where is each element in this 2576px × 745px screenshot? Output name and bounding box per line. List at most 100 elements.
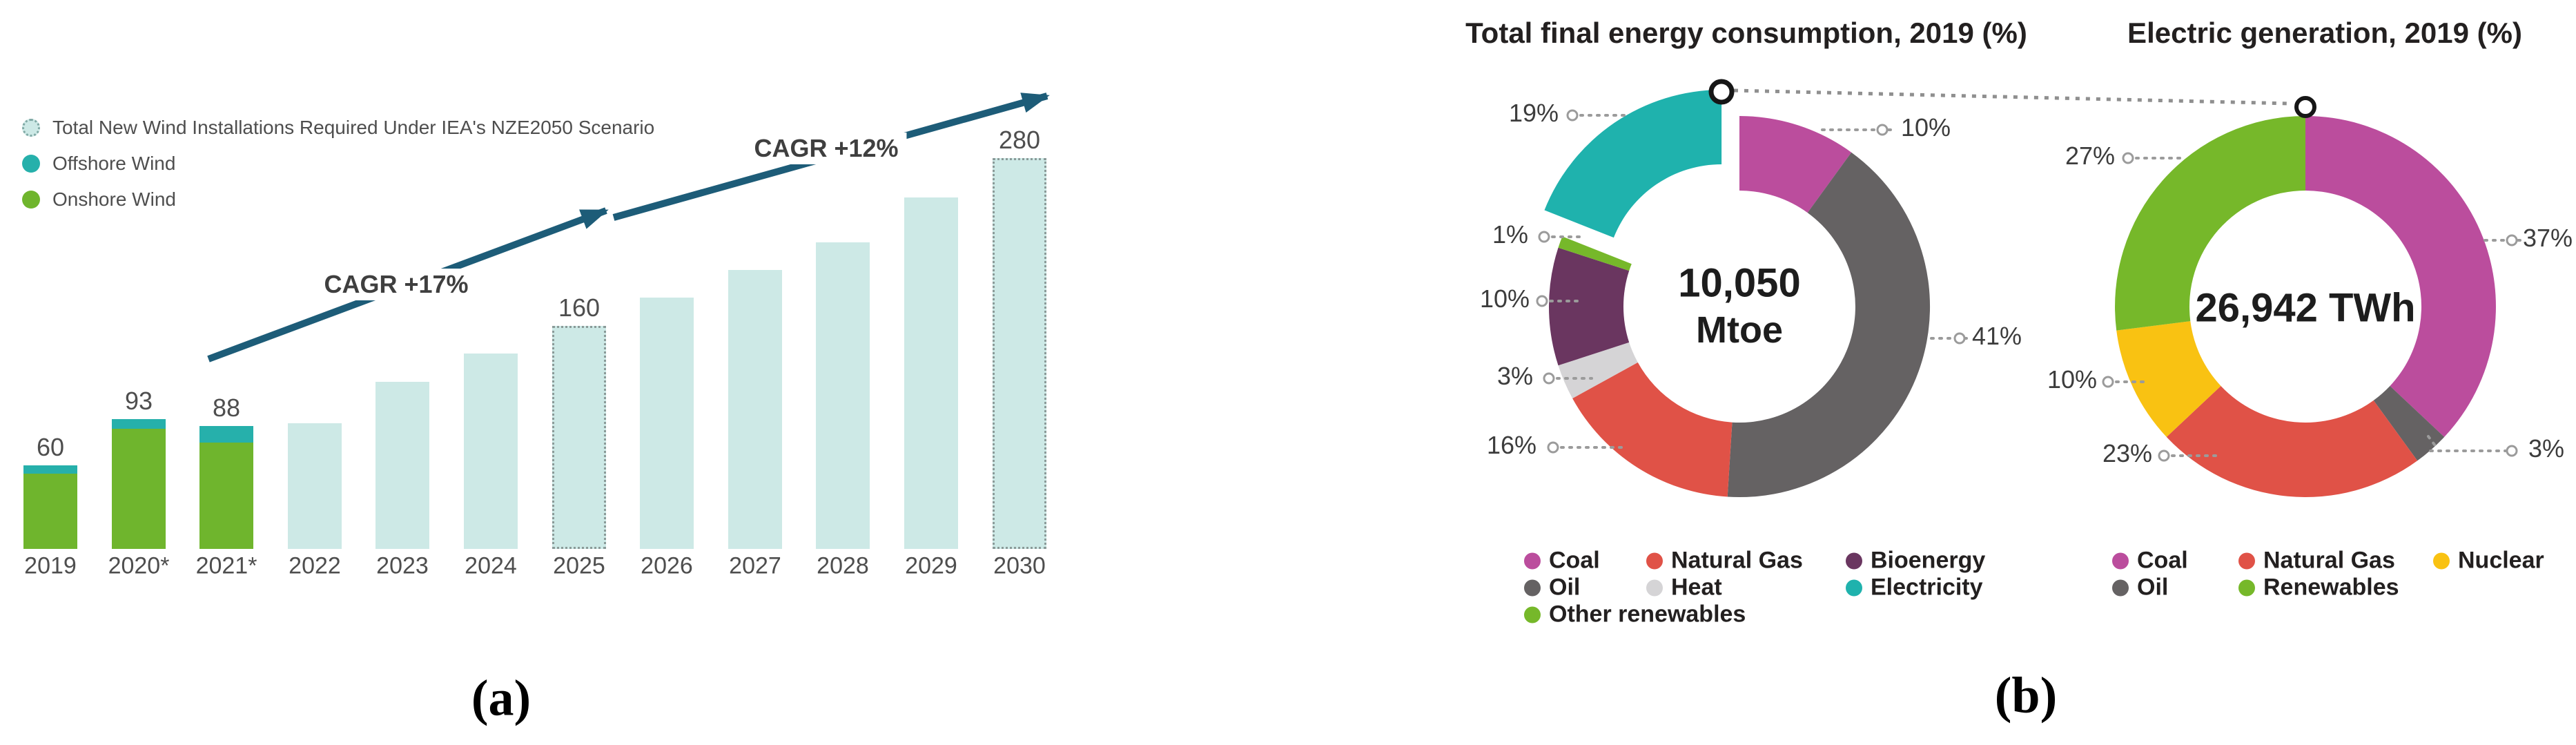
x-tick-2022: 2022 [289, 552, 341, 579]
legend-swatch-icon [1524, 606, 1541, 623]
donut1-center-value: 10,050 [1678, 260, 1801, 306]
leader-endpoint-icon [1538, 231, 1550, 243]
x-tick-2028: 2028 [817, 552, 869, 579]
donut-labels-layer: 19% 10% 41% 1% 10% 3% 16% 27% 37% 3% 23% 10% [1480, 0, 2576, 745]
bar-value-label-2025: 160 [558, 293, 601, 322]
panel-a-wind-installations: Total New Wind Installations Required Un… [22, 117, 1046, 727]
legend-swatch-icon [2238, 579, 2255, 596]
donut-title-electric-generation: Electric generation, 2019 (%) [2127, 17, 2522, 49]
bar-2022 [288, 423, 342, 549]
legend-item-other-renewables: Other renewables [1524, 601, 1746, 628]
legend-label: Natural Gas [2263, 547, 2395, 574]
panel-b-energy-donuts: Total final energy consumption, 2019 (%)… [1465, 0, 2576, 745]
bar-2020 [112, 419, 166, 549]
donut1-anchor-marker-icon [1708, 79, 1735, 105]
slice-label-natural-gas: 16% [1486, 431, 1537, 459]
donut1-center-unit: Mtoe [1696, 309, 1783, 351]
x-tick-2030: 2030 [993, 552, 1046, 579]
leader-endpoint-icon [1536, 295, 1548, 307]
leader-endpoint-icon [1566, 109, 1579, 122]
slice-label-renewables: 27% [2065, 142, 2116, 170]
legend-item-offshore-wind: Offshore Wind [22, 153, 175, 175]
legend-item-onshore-wind: Onshore Wind [22, 188, 176, 211]
bar-2023 [375, 382, 429, 549]
onshore-wind-swatch-icon [22, 191, 40, 209]
bar-2026 [640, 298, 694, 549]
leader-endpoint-icon [1953, 332, 1966, 345]
bar-2029 [904, 197, 958, 549]
bar-2024 [464, 354, 518, 549]
x-tick-2021: 2021* [195, 552, 257, 579]
slice-label-coal: 37% [2522, 224, 2573, 252]
legend-item-electricity: Electricity [1846, 574, 1983, 601]
legend-item-renewables: Renewables [2238, 574, 2399, 601]
legend-item-heat: Heat [1646, 574, 1722, 601]
slice-natural-gas [2166, 386, 2418, 497]
legend-swatch-icon [2112, 552, 2129, 569]
bar-value-label-2020: 93 [124, 387, 153, 415]
x-tick-2020: 2020* [108, 552, 170, 579]
slice-label-natural-gas: 23% [2102, 439, 2153, 467]
legend-swatch-icon [1524, 552, 1541, 569]
donut2-anchor-marker-icon [2294, 96, 2316, 118]
leader-endpoint-icon [2158, 449, 2170, 462]
legend-label: Oil [2137, 574, 2169, 601]
legend-label: Other renewables [1549, 601, 1746, 628]
bar-segment-onshore [23, 474, 77, 549]
bar-segment-offshore [199, 426, 253, 443]
legend-item-nze-scenario: Total New Wind Installations Required Un… [22, 117, 654, 139]
legend-label: Nuclear [2458, 547, 2544, 574]
nze-scenario-swatch-icon [22, 119, 40, 137]
slice-label-oil: 3% [2528, 434, 2565, 463]
bar-2025 [552, 326, 606, 549]
legend-label: Offshore Wind [52, 153, 176, 174]
leader-endpoint-icon [2102, 376, 2114, 388]
leader-endpoint-icon [2506, 445, 2518, 457]
bar-value-label-2021: 88 [212, 394, 241, 422]
legend-label: Coal [1549, 547, 1600, 574]
legend-swatch-icon [1846, 552, 1862, 569]
leader-endpoint-icon [1547, 441, 1559, 454]
x-tick-2029: 2029 [905, 552, 957, 579]
legend-swatch-icon [2238, 552, 2255, 569]
legend-item-nuclear: Nuclear [2433, 548, 2544, 574]
x-tick-2024: 2024 [465, 552, 517, 579]
slice-renewables [2115, 116, 2305, 331]
bar-value-label-2019: 60 [36, 433, 65, 461]
slice-label-oil: 41% [1971, 322, 2022, 350]
legend-item-coal: Coal [1524, 548, 1600, 574]
panel-b-label: (b) [1994, 667, 2058, 724]
legend-label: Total New Wind Installations Required Un… [52, 117, 655, 138]
slice-oil [1727, 152, 1931, 498]
bar-2030 [993, 158, 1046, 549]
bar-segment-offshore [112, 419, 166, 429]
leader-line [2427, 435, 2438, 449]
cagr-annotation-17: CAGR +17% [315, 269, 477, 300]
slice-other-renewables [1558, 236, 1632, 271]
donut-legends: Coal Natural Gas Bioenergy Oil Heat Electrici… [1484, 0, 2576, 745]
legend-label: Natural Gas [1671, 547, 1803, 574]
donut-title-final-energy: Total final energy consumption, 2019 (%) [1465, 17, 2027, 49]
legend-item-natural-gas: Natural Gas [2238, 548, 2395, 574]
legend-item-oil: Oil [1524, 574, 1580, 601]
x-tick-2019: 2019 [24, 552, 77, 579]
legend-label: Electricity [1871, 574, 1983, 601]
legend-swatch-icon [2433, 552, 2450, 569]
slice-label-bioenergy: 10% [1479, 284, 1530, 313]
slice-label-other-renewables: 1% [1492, 220, 1529, 249]
leader-endpoint-icon [2506, 234, 2518, 246]
slice-natural-gas [1572, 362, 1733, 497]
legend-swatch-icon [1846, 579, 1862, 596]
slice-nuclear [2116, 321, 2221, 437]
legend-item-natural-gas: Natural Gas [1646, 548, 1803, 574]
legend-label: Heat [1671, 574, 1722, 601]
legend-swatch-icon [1646, 579, 1663, 596]
slice-coal [2305, 116, 2496, 437]
slice-label-heat: 3% [1496, 362, 1534, 390]
slice-label-electricity: 19% [1508, 99, 1559, 127]
bar-segment-offshore [23, 465, 77, 474]
x-tick-2025: 2025 [553, 552, 605, 579]
legend-item-oil: Oil [2112, 574, 2168, 601]
bar-segment-onshore [199, 443, 253, 549]
